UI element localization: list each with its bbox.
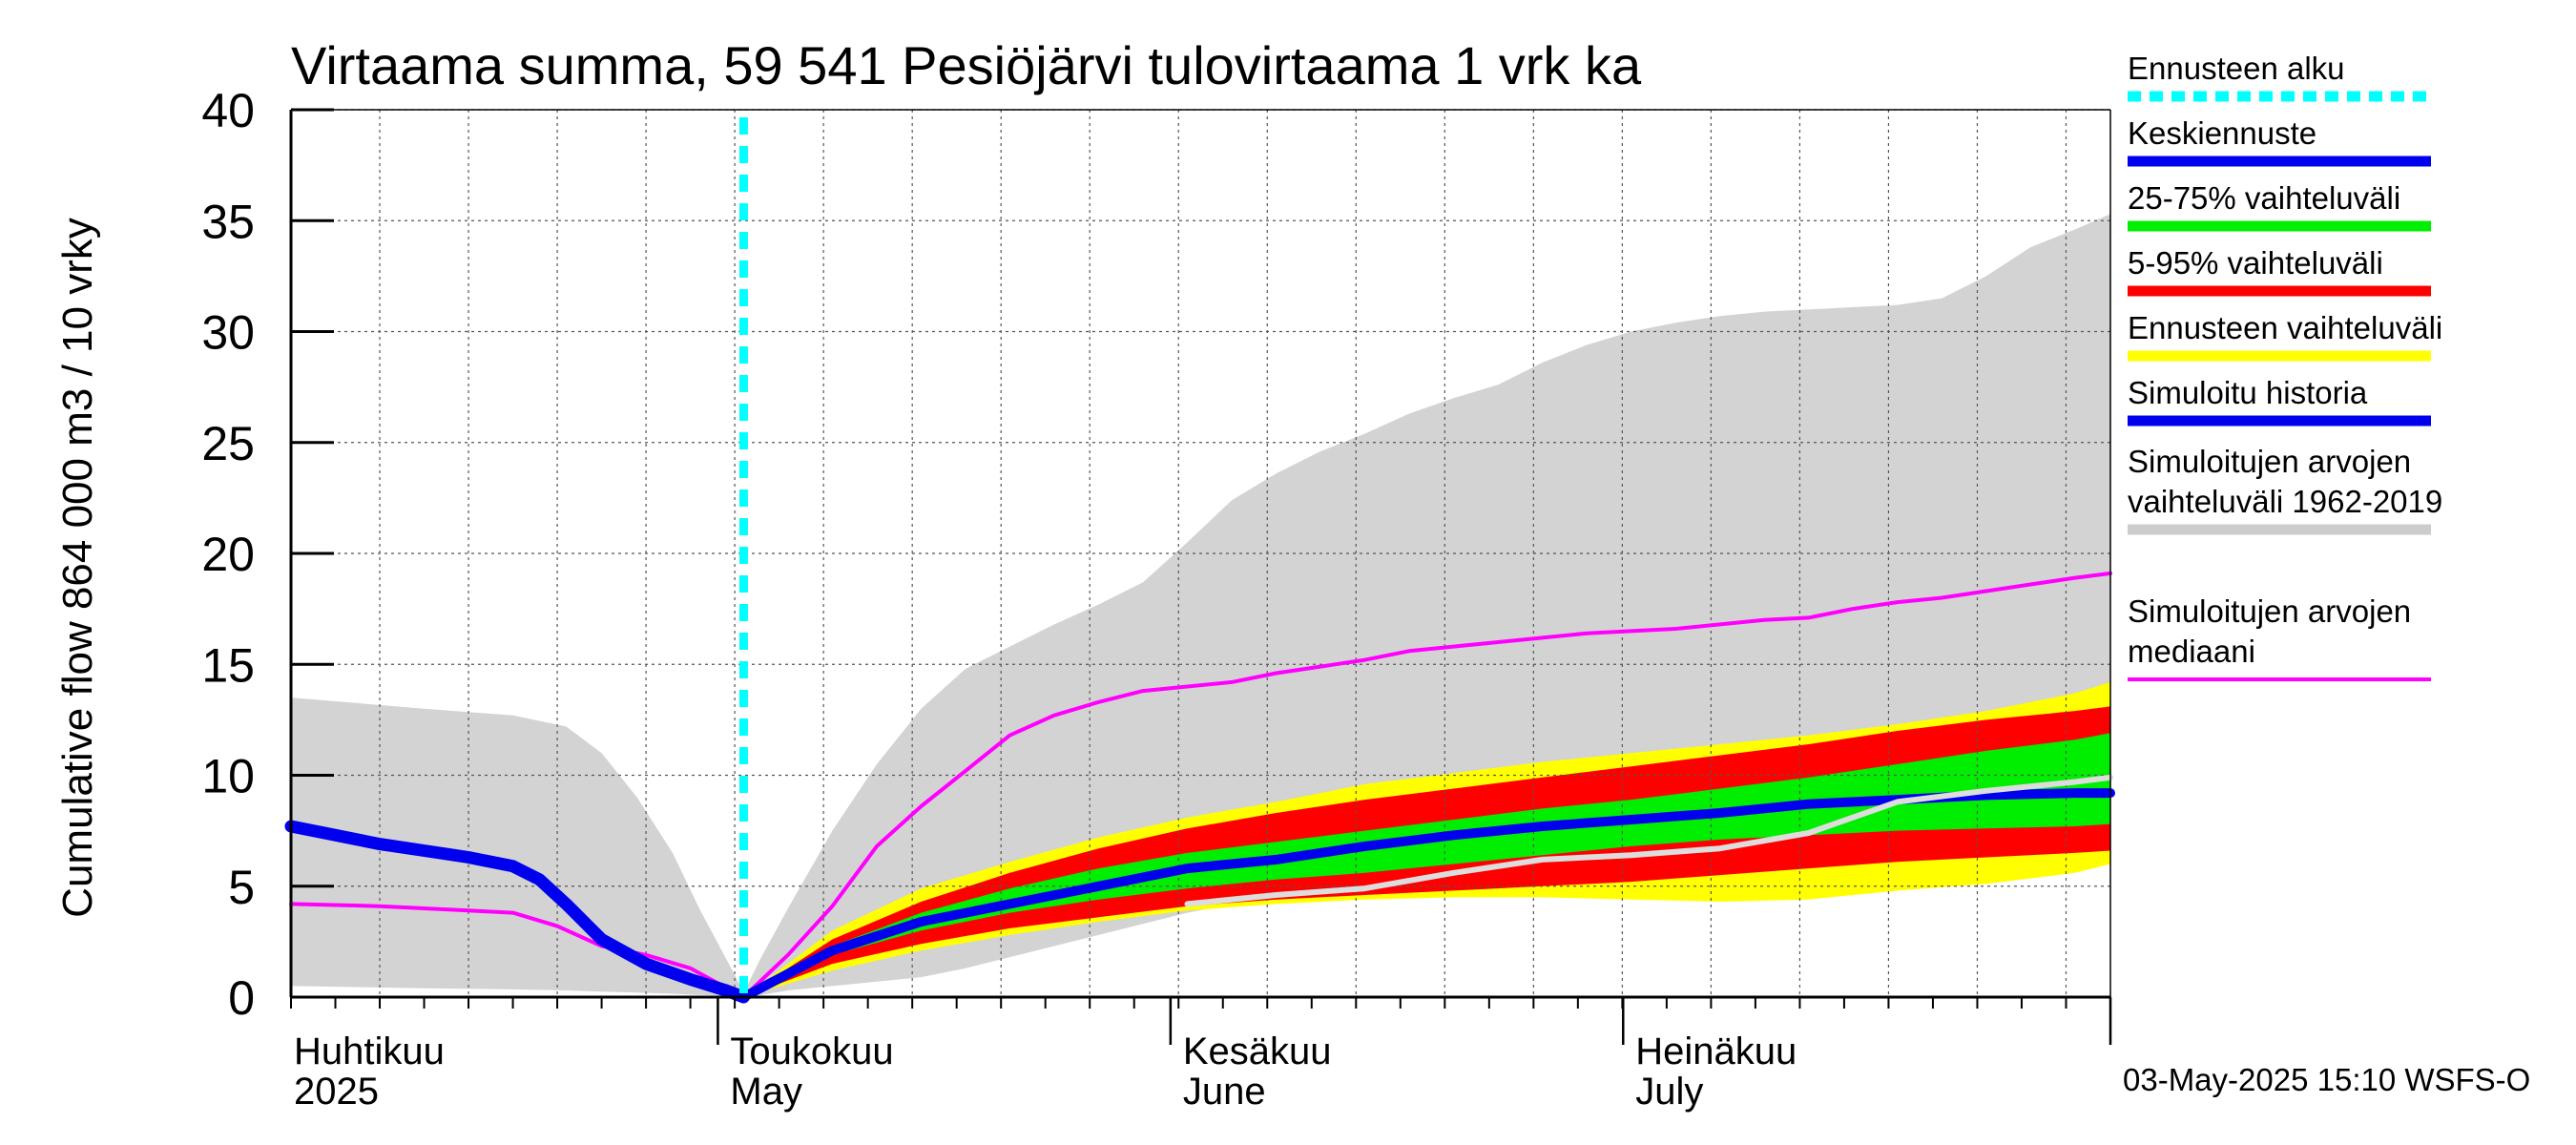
plot-ticks: 0510152025303540Huhtikuu2025ToukokuuMayK… [201,84,2112,1113]
x-month-label-fi: Kesäkuu [1183,1030,1332,1072]
legend-label: Simuloitujen arvojen [2128,444,2411,479]
plot-lines [284,117,2115,1004]
y-axis-label: Cumulative flow 864 000 m3 / 10 vrky [54,218,101,918]
y-tick-label: 10 [201,750,255,803]
legend-label: Ennusteen alku [2128,51,2345,86]
chart-title: Virtaama summa, 59 541 Pesiöjärvi tulovi… [291,35,1642,95]
y-tick-label: 35 [201,195,255,248]
y-tick-label: 30 [201,306,255,360]
legend-label: 25-75% vaihteluväli [2128,180,2400,216]
legend-label: Simuloitu historia [2128,375,2368,410]
x-month-label-en: May [730,1071,802,1113]
legend-label: 5-95% vaihteluväli [2128,245,2383,281]
x-month-label-fi: Heinäkuu [1635,1030,1797,1072]
legend-label: Keskiennuste [2128,115,2316,151]
y-tick-label: 20 [201,528,255,581]
legend-label: Simuloitujen arvojen [2128,593,2411,629]
line-observed-track [1184,774,2113,907]
y-tick-label: 0 [228,971,255,1025]
y-tick-label: 5 [228,861,255,914]
x-month-label-en: June [1183,1071,1266,1113]
line-simuloitujen-arvojen-mediaani [289,571,2112,999]
legend-label: mediaani [2128,634,2255,669]
y-tick-label: 15 [201,638,255,692]
legend-label: vaihteluväli 1962-2019 [2128,484,2442,519]
x-month-label-fi: Toukokuu [730,1030,893,1072]
y-tick-label: 40 [201,84,255,137]
band-25-75-vaihteluv-li [743,733,2110,997]
y-tick-label: 25 [201,417,255,470]
legend: Ennusteen alku Keskiennuste 25-75% vaihtel… [2128,51,2442,681]
x-month-label-fi: Huhtikuu [294,1030,445,1072]
x-month-label-en: July [1635,1071,1703,1113]
timestamp-label: 03-May-2025 15:10 WSFS-O [2123,1062,2530,1097]
legend-label: Ennusteen vaihteluväli [2128,310,2442,345]
x-month-label-en: 2025 [294,1071,379,1113]
line-simuloitu-historia [284,820,750,1004]
